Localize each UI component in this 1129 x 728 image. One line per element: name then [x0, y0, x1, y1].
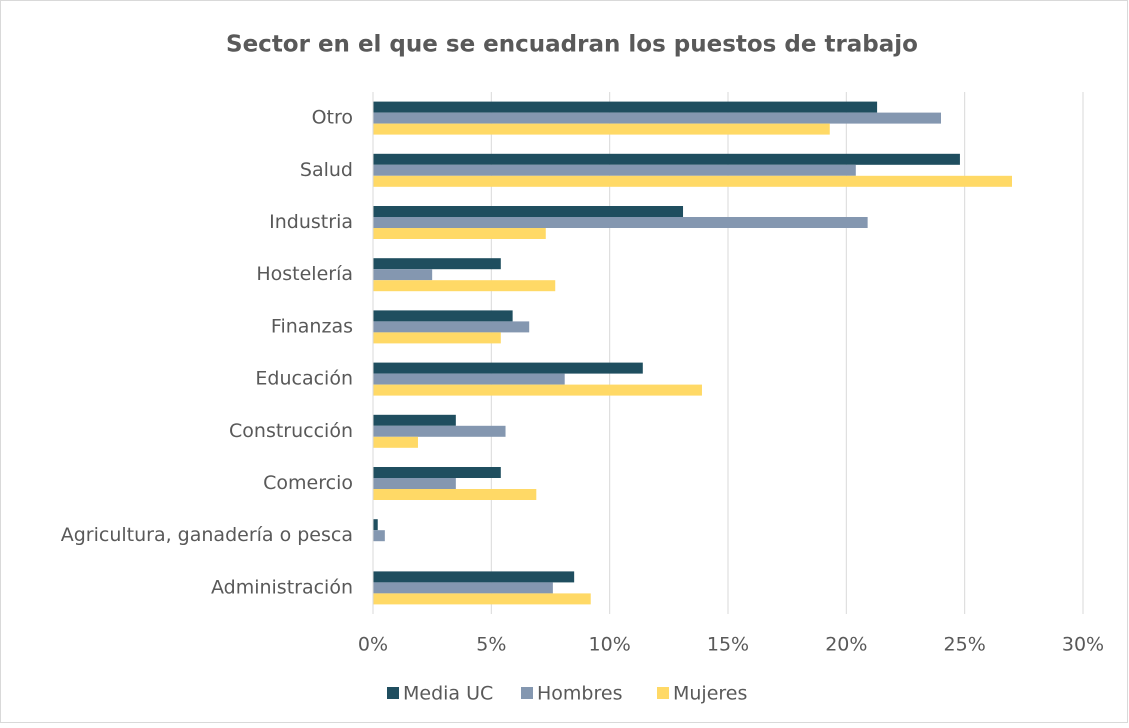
x-tick-label: 5%	[476, 634, 506, 656]
y-tick-label: Agricultura, ganadería o pesca	[61, 524, 353, 546]
bar	[373, 373, 565, 385]
bar	[373, 414, 456, 426]
bar	[373, 321, 530, 333]
bar	[373, 269, 433, 281]
y-tick-label: Administración	[211, 576, 353, 598]
y-tick-label: Otro	[312, 107, 353, 129]
legend-label: Mujeres	[673, 683, 747, 705]
bar	[373, 425, 506, 437]
bar	[373, 436, 418, 448]
bar	[373, 571, 575, 583]
bar	[373, 123, 830, 135]
y-tick-label: Salud	[300, 159, 353, 181]
x-tick-label: 15%	[707, 634, 749, 656]
y-tick-label: Construcción	[229, 420, 353, 442]
bar	[373, 332, 501, 344]
bar	[373, 112, 941, 124]
bar	[373, 101, 878, 113]
x-tick-label: 20%	[825, 634, 867, 656]
x-tick-label: 30%	[1062, 634, 1104, 656]
bar	[373, 175, 1012, 187]
y-tick-label: Educación	[255, 368, 353, 390]
x-tick-label: 10%	[589, 634, 631, 656]
y-tick-label: Hostelería	[256, 263, 353, 285]
bar	[373, 206, 684, 217]
chart-title: Sector en el que se encuadran los puesto…	[226, 32, 918, 58]
bar	[373, 258, 501, 270]
legend-label: Media UC	[403, 683, 493, 705]
bar	[373, 310, 513, 322]
x-tick-label: 0%	[358, 634, 388, 656]
legend-label: Hombres	[537, 683, 622, 705]
bar	[373, 153, 960, 165]
bar	[373, 467, 501, 478]
bar	[373, 519, 378, 531]
bar	[373, 593, 591, 605]
y-tick-label: Finanzas	[271, 315, 353, 337]
bar	[373, 582, 553, 594]
bar	[373, 478, 456, 489]
bar	[373, 530, 385, 542]
legend-swatch	[521, 687, 533, 699]
x-tick-label: 25%	[944, 634, 986, 656]
bar	[373, 164, 856, 176]
bar	[373, 228, 546, 239]
bar	[373, 280, 556, 292]
bar	[373, 362, 643, 374]
legend-swatch	[657, 687, 669, 699]
bar	[373, 384, 702, 396]
bar	[373, 217, 868, 228]
legend-swatch	[387, 687, 399, 699]
y-tick-label: Comercio	[263, 472, 353, 494]
y-tick-label: Industria	[269, 211, 353, 233]
bar	[373, 489, 537, 500]
